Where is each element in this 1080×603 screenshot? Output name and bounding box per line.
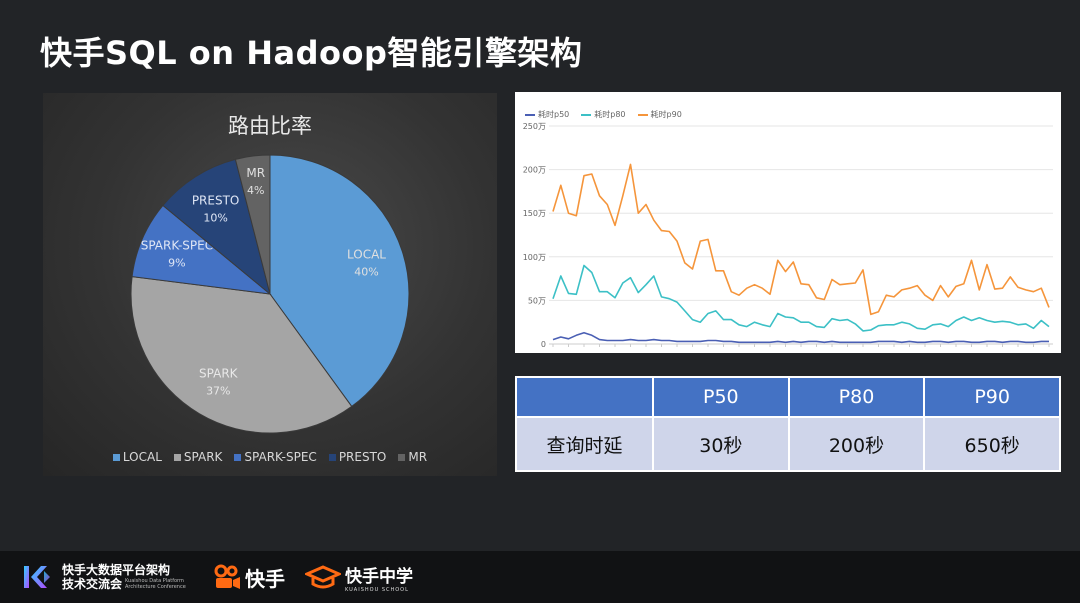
pie-chart-panel: 路由比率 LOCAL 40% SPARK 37% SPARK-SPEC 9% PRESTO 1… xyxy=(43,93,497,476)
conference-sub-line2: Architecture Conference xyxy=(125,584,186,590)
line-chart: 0 50万 100万 150万 200万 250万 xyxy=(523,122,1053,349)
footer-bar: 快手大数据平台架构 技术交流会 Kuaishou Data Platform A… xyxy=(0,551,1080,603)
series-line-p50 xyxy=(552,331,1049,344)
school-title: 快手中学 xyxy=(345,566,413,587)
legend-swatch xyxy=(581,113,592,116)
pie-value-label: 4% xyxy=(247,184,264,197)
y-tick-label: 150万 xyxy=(523,209,546,218)
line-legend-item: 耗时p80 xyxy=(581,109,626,120)
legend-label: LOCAL xyxy=(122,450,162,464)
conference-title-line2: 技术交流会 xyxy=(62,577,123,591)
y-tick-label: 100万 xyxy=(523,253,546,262)
legend-label: SPARK xyxy=(183,450,223,464)
line-legend-item: 耗时p50 xyxy=(525,109,569,120)
line-chart-panel: 0 50万 100万 150万 200万 250万 耗时p50 耗时p80 耗时p90 xyxy=(515,92,1061,353)
legend-swatch xyxy=(173,453,181,461)
legend-swatch xyxy=(525,113,535,116)
pie-slice-spark xyxy=(130,276,353,434)
table-cell: 650秒 xyxy=(923,416,1061,472)
series-line-p80 xyxy=(552,264,1050,332)
pie-legend: LOCAL SPARK SPARK-SPEC PRESTO MR xyxy=(43,450,497,464)
legend-swatch xyxy=(234,453,242,461)
kuaishou-school-logo: 快手中学 KUAISHOU SCHOOL xyxy=(305,551,413,603)
table-row: 查询时延 30秒 200秒 650秒 xyxy=(515,416,1061,472)
legend-label: MR xyxy=(408,450,428,464)
legend-label: SPARK-SPEC xyxy=(244,450,317,464)
pie-legend-item: SPARK-SPEC xyxy=(234,450,317,464)
table-header-row: P50 P80 P90 xyxy=(515,376,1061,418)
series-line-p90 xyxy=(552,163,1050,316)
y-tick-label: 0 xyxy=(541,340,546,349)
kuaishou-brand-text: 快手 xyxy=(245,566,285,591)
pie-slice-spark-spec xyxy=(131,204,272,295)
y-tick-label: 50万 xyxy=(528,296,546,305)
pie-legend-item: LOCAL xyxy=(112,450,162,464)
line-legend: 耗时p50 耗时p80 耗时p90 xyxy=(525,109,682,120)
latency-table: P50 P80 P90 查询时延 30秒 200秒 650秒 xyxy=(515,376,1061,472)
kuaishou-logo: 快手 xyxy=(212,551,285,603)
table-header-cell: P80 xyxy=(787,376,926,418)
school-subtitle: KUAISHOU SCHOOL xyxy=(345,586,409,593)
line-legend-item: 耗时p90 xyxy=(637,109,682,120)
pie-category-label: SPARK-SPEC xyxy=(141,239,213,253)
pie-legend-item: SPARK xyxy=(173,450,223,464)
legend-label: 耗时p90 xyxy=(650,110,682,119)
pie-slice-mr xyxy=(234,154,271,295)
pie-chart-title: 路由比率 xyxy=(228,114,312,138)
pie-category-label: LOCAL xyxy=(347,248,386,262)
table-row-label: 查询时延 xyxy=(515,416,654,472)
legend-swatch xyxy=(112,453,120,461)
legend-swatch xyxy=(637,113,648,116)
pie-category-label: MR xyxy=(246,166,265,180)
pie-slice-local xyxy=(269,154,410,408)
pie-slice-presto xyxy=(162,158,271,296)
legend-label: 耗时p50 xyxy=(538,110,570,119)
pie-value-label: 40% xyxy=(354,266,378,279)
conference-logo: 快手大数据平台架构 技术交流会 Kuaishou Data Platform A… xyxy=(22,551,186,603)
pie-legend-item: PRESTO xyxy=(328,450,387,464)
y-tick-label: 250万 xyxy=(523,122,546,131)
table-cell: 30秒 xyxy=(652,416,790,472)
pie-legend-item: MR xyxy=(398,450,427,464)
legend-swatch xyxy=(328,453,336,461)
graduation-cap-icon xyxy=(305,565,341,589)
table-header-cell xyxy=(515,376,654,418)
pie-chart: LOCAL 40% SPARK 37% SPARK-SPEC 9% PRESTO 10% MR 4… xyxy=(130,154,410,434)
table-header-cell: P90 xyxy=(923,376,1061,418)
slide-title: 快手SQL on Hadoop智能引擎架构 xyxy=(40,34,583,72)
pie-value-label: 10% xyxy=(203,211,227,224)
pie-category-label: SPARK xyxy=(199,366,239,380)
kuaishou-camera-icon xyxy=(214,564,240,589)
y-tick-label: 200万 xyxy=(523,166,546,175)
kd-logo-icon xyxy=(24,566,50,588)
conference-sub-line1: Kuaishou Data Platform xyxy=(125,578,184,584)
pie-value-label: 37% xyxy=(206,384,230,397)
pie-value-label: 9% xyxy=(168,257,185,270)
legend-label: 耗时p80 xyxy=(594,110,626,119)
table-cell: 200秒 xyxy=(787,416,926,472)
legend-label: PRESTO xyxy=(338,450,387,464)
conference-title-line1: 快手大数据平台架构 xyxy=(62,563,171,577)
table-header-cell: P50 xyxy=(652,376,790,418)
pie-category-label: PRESTO xyxy=(192,193,240,207)
legend-swatch xyxy=(398,453,406,461)
